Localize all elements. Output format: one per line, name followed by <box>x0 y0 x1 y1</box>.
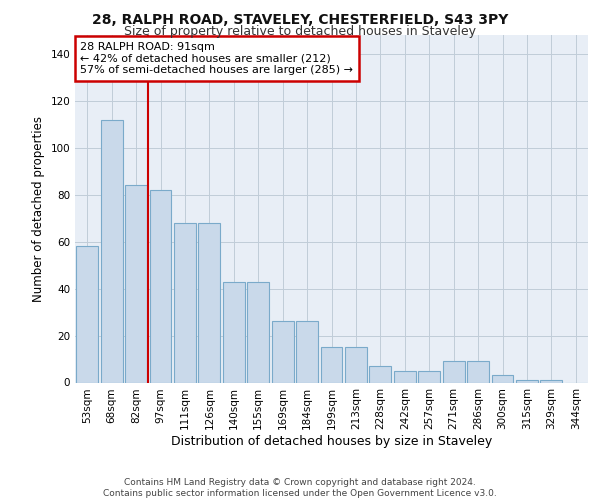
Text: Size of property relative to detached houses in Staveley: Size of property relative to detached ho… <box>124 25 476 38</box>
Text: 28 RALPH ROAD: 91sqm
← 42% of detached houses are smaller (212)
57% of semi-deta: 28 RALPH ROAD: 91sqm ← 42% of detached h… <box>80 42 353 75</box>
Bar <box>272 322 293 382</box>
Bar <box>443 362 464 382</box>
Bar <box>418 371 440 382</box>
Bar <box>394 371 416 382</box>
Bar <box>101 120 122 382</box>
Bar <box>541 380 562 382</box>
Bar <box>370 366 391 382</box>
Bar <box>199 223 220 382</box>
Bar <box>223 282 245 382</box>
Bar <box>345 348 367 382</box>
Bar <box>320 348 343 382</box>
Bar <box>516 380 538 382</box>
Y-axis label: Number of detached properties: Number of detached properties <box>32 116 45 302</box>
Bar <box>247 282 269 382</box>
Text: Contains HM Land Registry data © Crown copyright and database right 2024.
Contai: Contains HM Land Registry data © Crown c… <box>103 478 497 498</box>
X-axis label: Distribution of detached houses by size in Staveley: Distribution of detached houses by size … <box>171 435 492 448</box>
Bar <box>149 190 172 382</box>
Bar <box>174 223 196 382</box>
Text: 28, RALPH ROAD, STAVELEY, CHESTERFIELD, S43 3PY: 28, RALPH ROAD, STAVELEY, CHESTERFIELD, … <box>92 12 508 26</box>
Bar <box>491 376 514 382</box>
Bar <box>76 246 98 382</box>
Bar <box>296 322 318 382</box>
Bar <box>125 186 147 382</box>
Bar <box>467 362 489 382</box>
